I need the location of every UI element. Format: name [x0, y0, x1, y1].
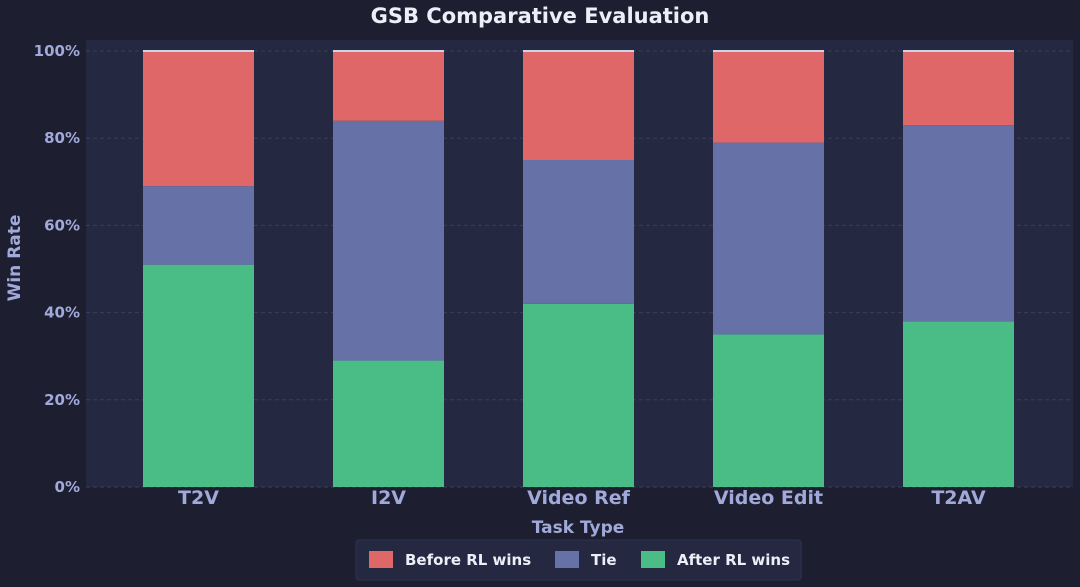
y-tick-label: 80% — [44, 129, 80, 147]
bar-segment-after-rl-wins — [903, 321, 1014, 487]
bar-segment-tie — [713, 142, 824, 335]
bar-segment-after-rl-wins — [333, 360, 444, 487]
x-tick-label: I2V — [371, 487, 406, 509]
legend-swatch — [641, 551, 665, 568]
chart-title: GSB Comparative Evaluation — [371, 4, 710, 28]
legend-label: Before RL wins — [405, 551, 531, 569]
bar-segment-after-rl-wins — [523, 303, 634, 487]
x-tick-label: T2V — [178, 487, 219, 509]
bar-segment-before-rl-wins — [713, 51, 824, 143]
legend-swatch — [555, 551, 579, 568]
x-tick-label: Video Edit — [714, 487, 823, 509]
x-tick-label: T2AV — [931, 487, 986, 509]
legend-label: After RL wins — [677, 551, 790, 569]
bar-segment-tie — [143, 186, 254, 265]
y-tick-label: 40% — [44, 304, 80, 322]
bar-segment-before-rl-wins — [523, 51, 634, 160]
bar-segment-before-rl-wins — [903, 51, 1014, 126]
bar-stack — [713, 50, 824, 487]
bar-stack — [143, 50, 254, 487]
y-tick-label: 20% — [44, 391, 80, 409]
x-axis-ticks: T2V I2V Video Ref Video Edit T2AV — [178, 487, 986, 509]
y-tick-label: 0% — [55, 478, 80, 496]
bar-segment-tie — [333, 120, 444, 361]
bar-stack — [333, 50, 444, 487]
bar-segment-tie — [903, 125, 1014, 322]
x-tick-label: Video Ref — [527, 487, 631, 509]
y-tick-label: 100% — [34, 42, 80, 60]
bar-segment-after-rl-wins — [713, 334, 824, 487]
bars — [143, 50, 1014, 487]
y-axis-label: Win Rate — [5, 215, 25, 302]
legend-label: Tie — [591, 551, 617, 569]
bar-segment-after-rl-wins — [143, 264, 254, 487]
x-axis-label: Task Type — [532, 518, 625, 538]
bar-segment-before-rl-wins — [143, 51, 254, 187]
y-axis-ticks: 0% 20% 40% 60% 80% 100% — [34, 42, 80, 496]
legend: Before RL wins Tie After RL wins — [355, 539, 802, 581]
y-tick-label: 60% — [44, 216, 80, 234]
bar-segment-before-rl-wins — [333, 51, 444, 121]
legend-swatch — [369, 551, 393, 568]
bar-stack — [523, 50, 634, 487]
bar-stack — [903, 50, 1014, 487]
bar-segment-tie — [523, 160, 634, 304]
